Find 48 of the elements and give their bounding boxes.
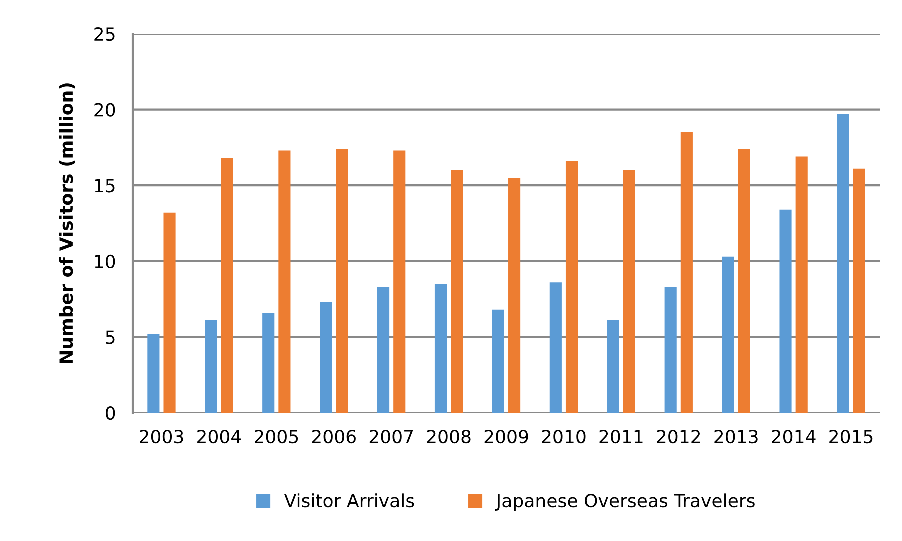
x-tick-label: 2006 (312, 430, 356, 444)
x-tick-label: 2015 (830, 430, 873, 444)
bar (320, 302, 332, 413)
bar (796, 156, 808, 413)
x-tick-label: 2007 (370, 430, 414, 444)
bar (607, 320, 620, 413)
bar (278, 150, 291, 413)
bar (394, 150, 406, 413)
x-tick-label: 2012 (657, 430, 700, 444)
x-tick-label: 2003 (140, 430, 184, 444)
x-tick-label: 2010 (542, 430, 586, 444)
y-tick-label: 20 (94, 103, 116, 117)
y-tick-label: 10 (95, 254, 116, 269)
x-tick-label: 2009 (484, 430, 528, 444)
bar (451, 170, 464, 413)
x-tick-label: 2005 (255, 430, 298, 444)
bar (221, 158, 234, 413)
bar (664, 287, 677, 413)
bar (205, 320, 218, 413)
bar (378, 287, 390, 413)
x-tick-label: 2004 (198, 430, 242, 444)
y-axis-title: Number of Visitors (million) (59, 84, 76, 364)
bar (336, 149, 348, 413)
x-tick-label: 2013 (714, 430, 758, 444)
bar (550, 282, 562, 413)
bar (492, 310, 504, 413)
y-tick-label: 15 (95, 179, 115, 193)
bar (722, 256, 734, 413)
legend-label: Visitor Arrivals (284, 494, 414, 508)
y-tick-label: 5 (106, 330, 115, 344)
bar (853, 168, 866, 413)
bar (434, 284, 448, 413)
bar (164, 212, 176, 413)
bar (566, 161, 578, 413)
bar (148, 334, 160, 413)
x-tick-label: 2014 (772, 430, 816, 444)
x-tick-label: 2008 (427, 430, 471, 444)
bar (262, 312, 275, 413)
bar (780, 210, 792, 413)
y-tick-label: 0 (106, 406, 116, 420)
bar (837, 114, 850, 413)
x-tick-label: 2011 (600, 430, 643, 444)
bar (738, 149, 750, 413)
legend-label: Japanese Overseas Travelers (495, 494, 755, 512)
bar (508, 178, 521, 413)
bar (623, 170, 636, 413)
bar (680, 132, 693, 413)
y-tick-label: 25 (94, 27, 115, 42)
